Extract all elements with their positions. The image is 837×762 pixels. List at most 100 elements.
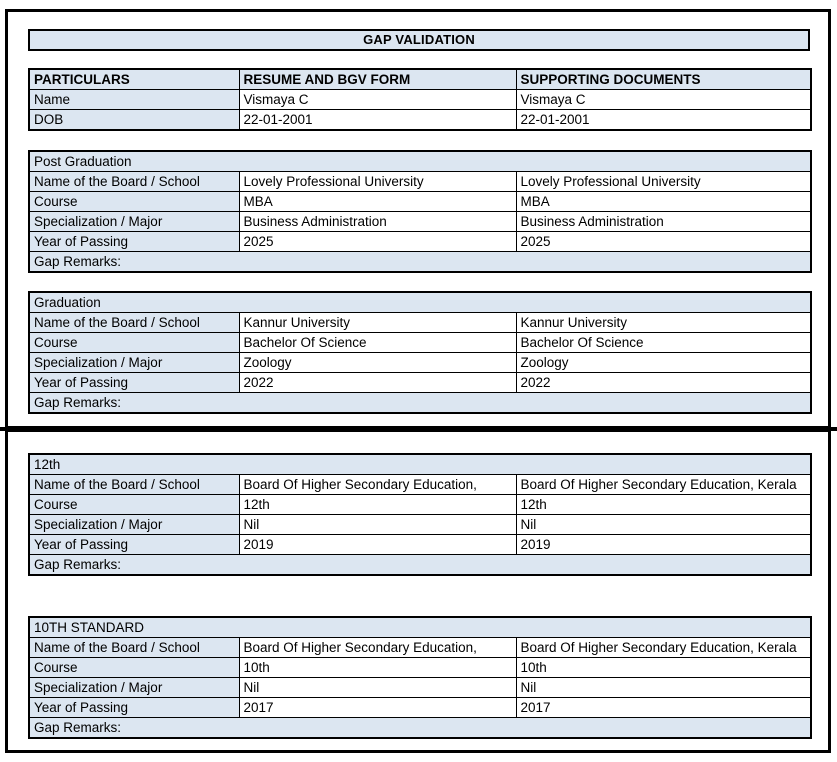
row-label: Specialization / Major — [28, 514, 240, 535]
row-label: Name of the Board / School — [28, 171, 240, 192]
supporting-value: Kannur University — [515, 312, 812, 333]
table-row: Name of the Board / School Kannur Univer… — [28, 312, 812, 333]
row-label: Name of the Board / School — [28, 637, 240, 658]
resume-value: Vismaya C — [238, 89, 517, 110]
section-title: 10TH STANDARD — [28, 616, 812, 638]
particulars-table: PARTICULARS RESUME AND BGV FORM SUPPORTI… — [28, 68, 812, 131]
gap-remarks-row: Gap Remarks: — [28, 717, 812, 739]
supporting-value: 10th — [515, 657, 812, 678]
tenth-standard-table: 10TH STANDARD Name of the Board / School… — [28, 616, 813, 739]
resume-value: Lovely Professional University — [238, 171, 517, 192]
col-header-particulars: PARTICULARS — [28, 68, 240, 90]
gap-remarks-label: Gap Remarks: — [28, 392, 812, 414]
supporting-value: Board Of Higher Secondary Education, Ker… — [515, 474, 812, 495]
section-title: Graduation — [28, 291, 812, 313]
resume-value: Zoology — [238, 352, 517, 373]
row-label: Name of the Board / School — [28, 312, 240, 333]
gap-remarks-label: Gap Remarks: — [28, 251, 812, 273]
table-row: Name of the Board / School Board Of High… — [28, 474, 812, 495]
supporting-value: 2025 — [515, 231, 812, 252]
resume-value: 12th — [238, 494, 517, 515]
supporting-value: 2022 — [515, 372, 812, 393]
row-label: Name of the Board / School — [28, 474, 240, 495]
resume-value: Business Administration — [238, 211, 517, 232]
section-header-row: Post Graduation — [28, 150, 812, 172]
col-header-resume-bgv: RESUME AND BGV FORM — [238, 68, 517, 90]
table-row: Course Bachelor Of Science Bachelor Of S… — [28, 332, 812, 353]
row-label: Course — [28, 191, 240, 212]
table-row: Course 10th 10th — [28, 657, 812, 678]
supporting-value: 2019 — [515, 534, 812, 555]
resume-value: Bachelor Of Science — [238, 332, 517, 353]
resume-value: Nil — [238, 677, 517, 698]
section-header-row: Graduation — [28, 291, 812, 313]
table-row: Year of Passing 2019 2019 — [28, 534, 812, 555]
row-label: Specialization / Major — [28, 677, 240, 698]
resume-value: 10th — [238, 657, 517, 678]
row-label: Year of Passing — [28, 534, 240, 555]
row-label: DOB — [28, 109, 240, 131]
table-row: Course MBA MBA — [28, 191, 812, 212]
resume-value: Kannur University — [238, 312, 517, 333]
table-row: Year of Passing 2025 2025 — [28, 231, 812, 252]
row-label: Specialization / Major — [28, 352, 240, 373]
section-header-row: 10TH STANDARD — [28, 616, 812, 638]
table-row: Year of Passing 2017 2017 — [28, 697, 812, 718]
section-header-row: 12th — [28, 453, 812, 475]
supporting-value: Business Administration — [515, 211, 812, 232]
row-label: Specialization / Major — [28, 211, 240, 232]
table-row: Name of the Board / School Board Of High… — [28, 637, 812, 658]
supporting-value: Zoology — [515, 352, 812, 373]
table-header-row: PARTICULARS RESUME AND BGV FORM SUPPORTI… — [28, 68, 812, 90]
page-break-divider — [0, 427, 837, 431]
row-label: Course — [28, 494, 240, 515]
row-label: Year of Passing — [28, 697, 240, 718]
gap-remarks-row: Gap Remarks: — [28, 251, 812, 273]
gap-remarks-label: Gap Remarks: — [28, 717, 812, 739]
table-row-dob: DOB 22-01-2001 22-01-2001 — [28, 109, 812, 131]
gap-remarks-row: Gap Remarks: — [28, 554, 812, 576]
section-title: 12th — [28, 453, 812, 475]
supporting-value: 12th — [515, 494, 812, 515]
twelfth-table: 12th Name of the Board / School Board Of… — [28, 453, 812, 576]
graduation-table: Graduation Name of the Board / School Ka… — [28, 291, 813, 414]
section-title: Post Graduation — [28, 150, 812, 172]
supporting-value: MBA — [515, 191, 812, 212]
table-row: Specialization / Major Zoology Zoology — [28, 352, 812, 373]
resume-value: Nil — [238, 514, 517, 535]
row-label: Course — [28, 657, 240, 678]
resume-value: Board Of Higher Secondary Education, — [238, 637, 517, 658]
supporting-value: Bachelor Of Science — [515, 332, 812, 353]
table-row: Name of the Board / School Lovely Profes… — [28, 171, 812, 192]
table-row: Specialization / Major Business Administ… — [28, 211, 812, 232]
supporting-value: Board Of Higher Secondary Education, Ker… — [515, 637, 812, 658]
table-row-name: Name Vismaya C Vismaya C — [28, 89, 812, 110]
supporting-value: Lovely Professional University — [515, 171, 812, 192]
resume-value: 22-01-2001 — [238, 109, 517, 131]
resume-value: MBA — [238, 191, 517, 212]
gap-remarks-row: Gap Remarks: — [28, 392, 812, 414]
post-graduation-table: Post Graduation Name of the Board / Scho… — [28, 150, 813, 273]
resume-value: 2019 — [238, 534, 517, 555]
table-row: Specialization / Major Nil Nil — [28, 677, 812, 698]
supporting-value: Nil — [515, 514, 812, 535]
col-header-supporting-docs: SUPPORTING DOCUMENTS — [515, 68, 812, 90]
resume-value: 2025 — [238, 231, 517, 252]
resume-value: 2022 — [238, 372, 517, 393]
row-label: Name — [28, 89, 240, 110]
table-row: Specialization / Major Nil Nil — [28, 514, 812, 535]
table-row: Course 12th 12th — [28, 494, 812, 515]
gap-remarks-label: Gap Remarks: — [28, 554, 812, 576]
supporting-value: 2017 — [515, 697, 812, 718]
supporting-value: 22-01-2001 — [515, 109, 812, 131]
table-row: Year of Passing 2022 2022 — [28, 372, 812, 393]
supporting-value: Nil — [515, 677, 812, 698]
row-label: Course — [28, 332, 240, 353]
row-label: Year of Passing — [28, 372, 240, 393]
resume-value: 2017 — [238, 697, 517, 718]
document-title: GAP VALIDATION — [28, 29, 810, 51]
supporting-value: Vismaya C — [515, 89, 812, 110]
row-label: Year of Passing — [28, 231, 240, 252]
resume-value: Board Of Higher Secondary Education, — [238, 474, 517, 495]
